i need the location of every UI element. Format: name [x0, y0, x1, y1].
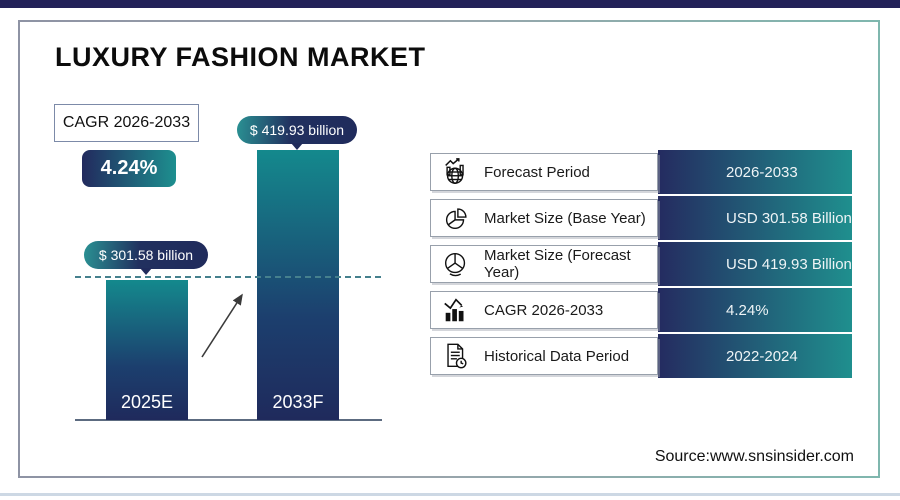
cagr-period-box: CAGR 2026-2033 [54, 104, 199, 142]
cagr-value-badge: 4.24% [82, 150, 176, 187]
bar-value-text-2033: $ 419.93 billion [249, 122, 345, 138]
growth-arrow-icon [201, 293, 243, 358]
table-value-cell: 2022-2024 [658, 334, 852, 378]
table-row: 4.24% CAGR 2026-2033 [430, 288, 852, 332]
table-label-text: CAGR 2026-2033 [484, 301, 604, 319]
x-axis-line [75, 419, 382, 421]
reference-dashed-line [75, 276, 382, 278]
table-value-text: USD 419.93 Billion [726, 255, 852, 273]
bottom-accent-strip [0, 493, 900, 496]
table-label-text: Market Size (Forecast Year) [484, 247, 631, 281]
bar-value-text-2025: $ 301.58 billion [98, 247, 194, 263]
bar-2033: 2033F [257, 150, 339, 420]
table-row: USD 301.58 Billion Market Size (Base Yea… [430, 196, 852, 240]
table-value-text: USD 301.58 Billion [726, 209, 852, 227]
bar-2025: 2025E [106, 280, 188, 420]
page-title: LUXURY FASHION MARKET [55, 42, 426, 72]
table-value-cell: USD 301.58 Billion [658, 196, 852, 240]
table-row: 2022-2024 Historical Data Period [430, 334, 852, 378]
table-label-cell: CAGR 2026-2033 [430, 291, 658, 329]
table-value-text: 2026-2033 [726, 163, 798, 181]
table-value-cell: USD 419.93 Billion [658, 242, 852, 286]
table-row: USD 419.93 Billion Market Size (Forecast… [430, 242, 852, 286]
bar-category-2025: 2025E [120, 392, 174, 412]
bar-value-callout-2033: $ 419.93 billion [237, 116, 357, 150]
bar-category-2033: 2033F [272, 392, 324, 412]
table-label-text: Historical Data Period [484, 347, 630, 365]
table-label-text: Forecast Period [484, 163, 590, 181]
document-clock-icon [441, 341, 471, 371]
cagr-period-label: CAGR 2026-2033 [62, 114, 191, 131]
pie-chart-icon [441, 249, 471, 279]
table-value-text: 2022-2024 [726, 347, 798, 365]
summary-table: 2026-2033 Forecast Pe [430, 150, 852, 380]
table-label-cell: Market Size (Forecast Year) [430, 245, 658, 283]
bar-value-callout-2025: $ 301.58 billion [84, 241, 208, 275]
pie-chart-icon [441, 203, 471, 233]
table-value-cell: 4.24% [658, 288, 852, 332]
cagr-value-text: 4.24% [100, 157, 158, 179]
table-row: 2026-2033 Forecast Pe [430, 150, 852, 194]
table-label-text: Market Size (Base Year) [484, 209, 646, 227]
table-value-cell: 2026-2033 [658, 150, 852, 194]
bar-trend-icon [441, 295, 471, 325]
globe-trend-icon [441, 157, 471, 187]
table-value-text: 4.24% [726, 301, 769, 319]
table-label-cell: Historical Data Period [430, 337, 658, 375]
top-accent-bar [0, 0, 900, 8]
table-label-cell: Forecast Period [430, 153, 658, 191]
table-label-cell: Market Size (Base Year) [430, 199, 658, 237]
source-attribution: Source:www.snsinsider.com [654, 448, 854, 465]
